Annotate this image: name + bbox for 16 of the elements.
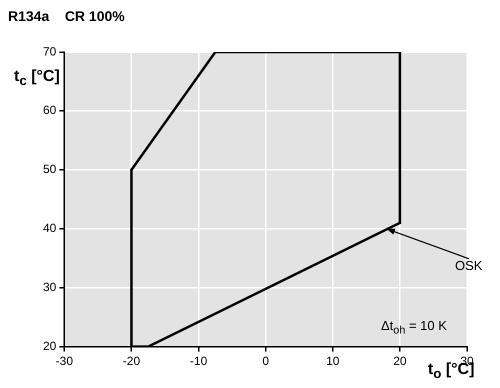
y-tick-label: 70 <box>42 44 57 58</box>
y-tick-label: 40 <box>42 221 57 236</box>
y-tick-label: 20 <box>42 338 57 353</box>
y-axis-title: t$_{c}$ [°C] <box>14 68 60 88</box>
x-tick-label: -20 <box>122 354 140 368</box>
y-tick-label: 50 <box>42 162 57 176</box>
annotation: OSK <box>455 258 483 273</box>
x-tick-label: 0 <box>262 354 270 368</box>
x-tick-label: 10 <box>326 354 340 368</box>
x-tick-label: 20 <box>393 354 407 368</box>
y-tick-label: 60 <box>42 103 57 118</box>
y-tick-label: 30 <box>42 280 57 294</box>
annotation: Δt$_{oh}$ = 10 K <box>381 318 447 336</box>
x-tick-label: -30 <box>56 354 74 368</box>
x-tick-label: -10 <box>190 354 208 368</box>
chart-title: R134a CR 100% <box>8 8 125 24</box>
